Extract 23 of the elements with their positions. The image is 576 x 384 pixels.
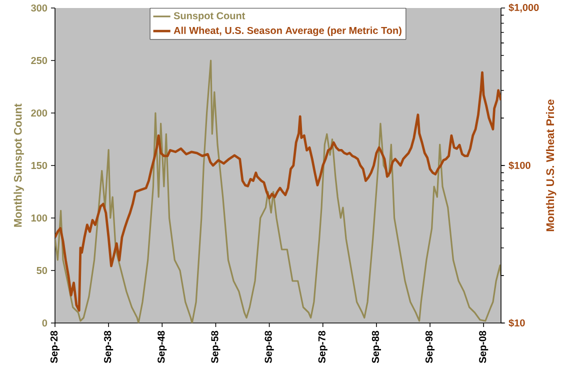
y2-tick-label: $100 (508, 161, 530, 170)
y-tick-label: 250 (31, 56, 48, 64)
x-tick-label: Sep-78 (318, 330, 328, 364)
legend-label: Sunspot Count (174, 12, 246, 22)
y-tick-label: 50 (36, 266, 48, 274)
x-tick-label: Sep-58 (211, 330, 220, 364)
x-tick-label: Sep-08 (479, 330, 488, 364)
x-tick-label: Sep-68 (264, 330, 274, 364)
y2-tick-label: $1,000 (508, 4, 539, 12)
y-tick-label: 100 (31, 214, 48, 222)
x-tick-label: Sep-48 (158, 330, 167, 364)
x-tick-label: Sep-28 (50, 330, 60, 364)
y-tick-label: 200 (31, 109, 48, 117)
y-tick-label: 0 (42, 319, 48, 327)
x-tick-label: Sep-38 (104, 330, 114, 364)
y2-axis-title: Monthly U.S. Wheat Price (546, 100, 556, 232)
y-axis-title: Monthly Sunspot Count (14, 104, 24, 227)
y-tick-label: 150 (31, 162, 48, 170)
x-tick-label: Sep-98 (425, 330, 435, 364)
y2-tick-label: $10 (508, 318, 525, 328)
x-tick-label: Sep-88 (372, 330, 381, 364)
y-tick-label: 300 (31, 4, 48, 12)
legend-label: All Wheat, U.S. Season Average (per Metric Ton) (174, 26, 402, 36)
